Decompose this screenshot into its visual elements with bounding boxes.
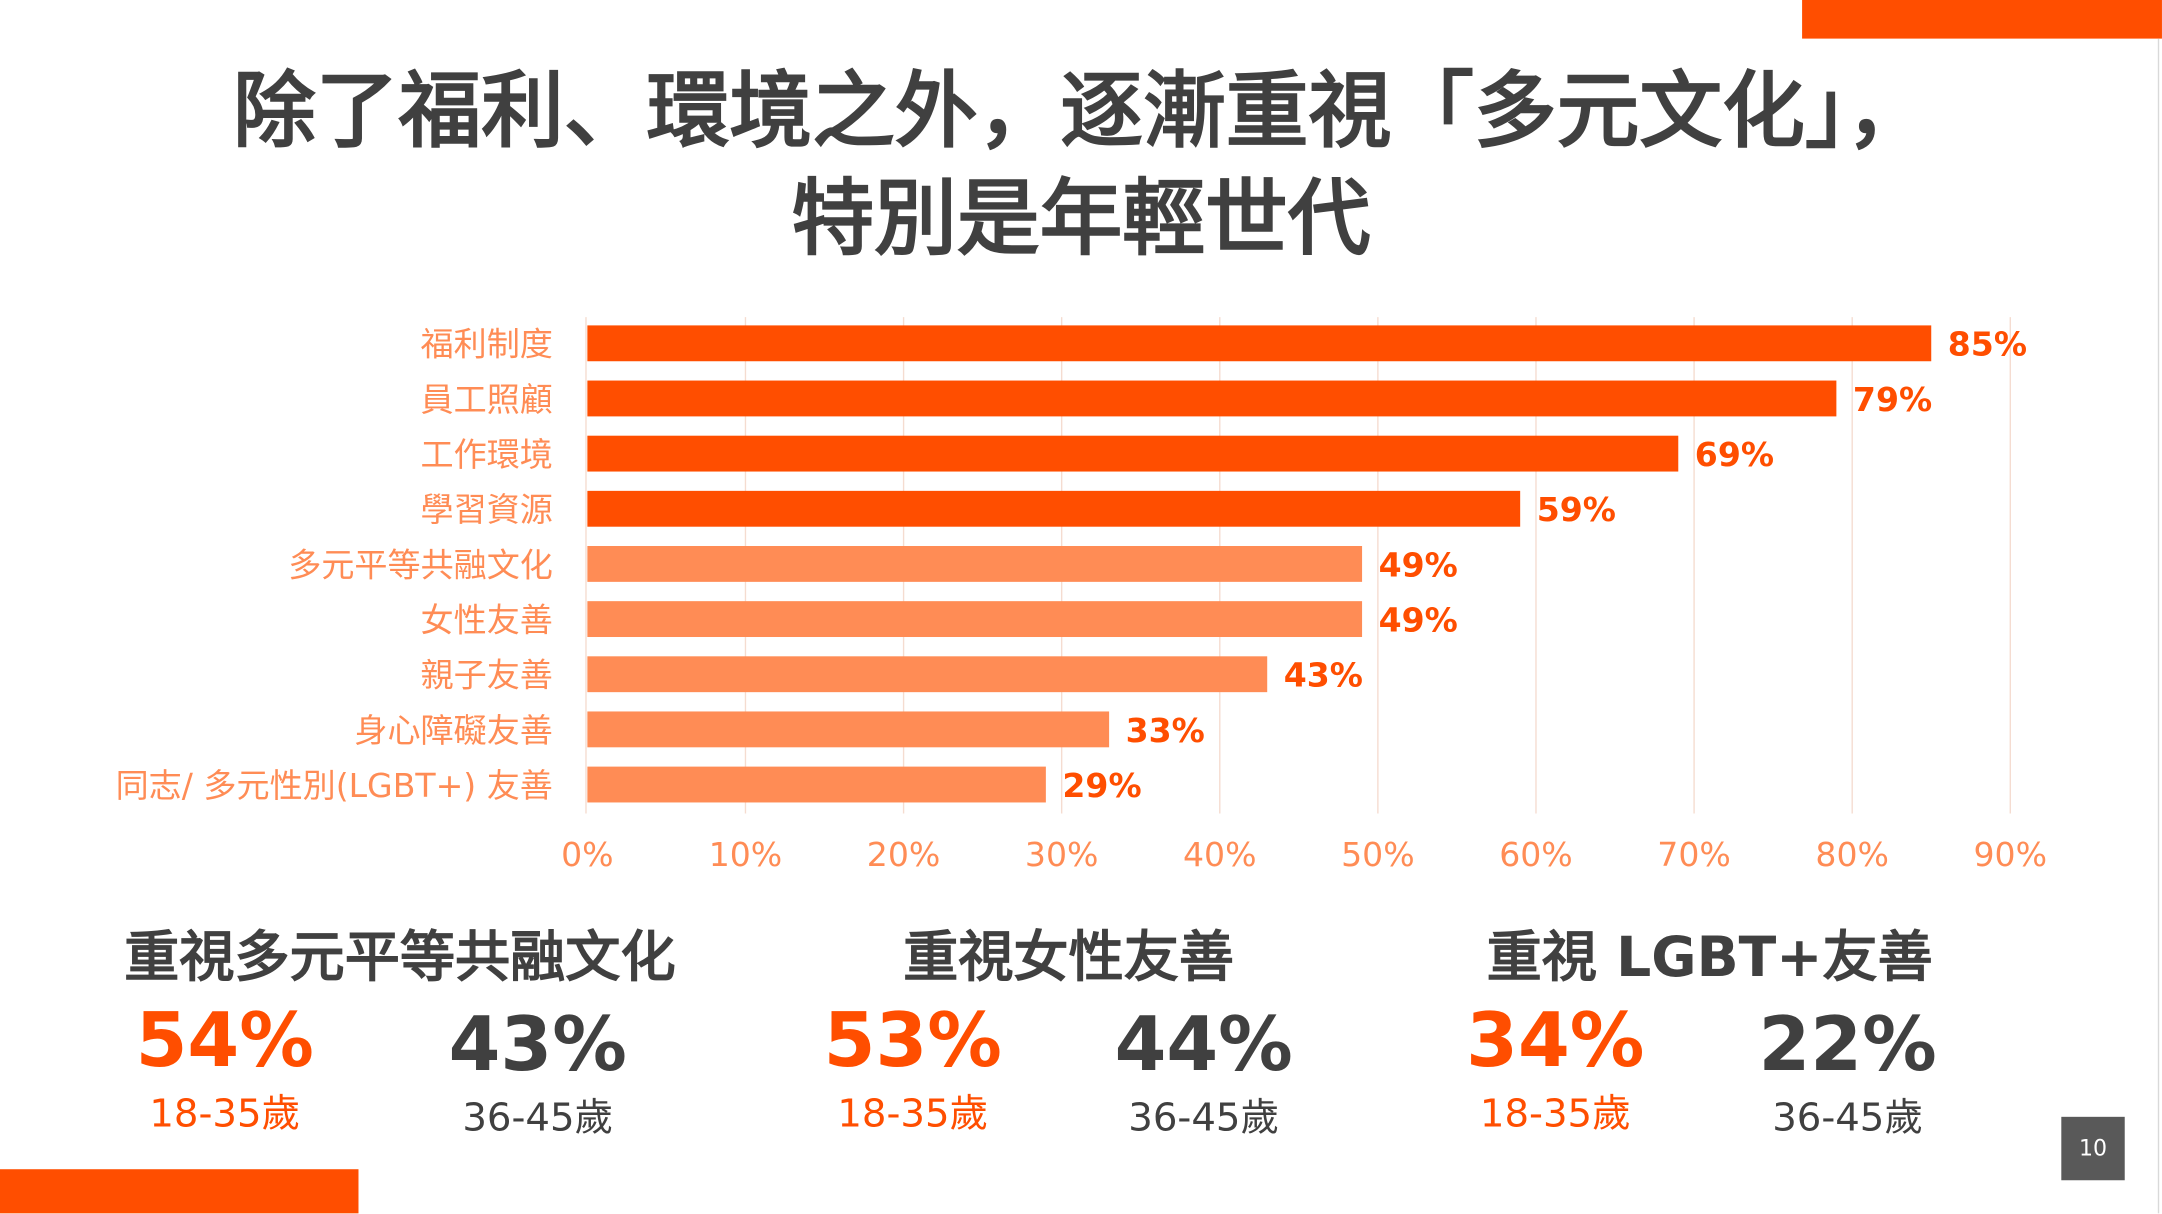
stat-older-value: 22% [1758,1001,1937,1088]
value-label: 59% [1537,490,1616,529]
x-tick-label: 80% [1815,835,1889,874]
value-label: 79% [1853,380,1932,419]
slide-title-line-2: 特別是年輕世代 [791,170,1371,268]
value-label: 49% [1379,545,1458,584]
value-label: 43% [1284,656,1363,695]
value-label: 29% [1062,766,1141,805]
stat-young-label: 18-35歲 [149,1090,301,1137]
category-label: 同志/ 多元性別(LGBT+) 友善 [116,766,553,805]
bar [587,766,1046,803]
stat-older-value: 44% [1114,1001,1293,1088]
category-label: 親子友善 [421,656,553,695]
category-label: 福利制度 [421,325,553,364]
category-label: 員工照顧 [421,380,553,419]
x-tick-label: 10% [709,835,783,874]
x-tick-label: 30% [1025,835,1099,874]
x-tick-label: 40% [1183,835,1257,874]
value-label: 69% [1695,435,1774,474]
bar [587,546,1363,582]
category-label: 學習資源 [421,490,553,529]
bar [587,711,1110,748]
stat-young-value: 34% [1466,996,1645,1084]
right-edge-line [2157,38,2160,1214]
stat-older-label: 36-45歲 [462,1094,614,1141]
bar [587,380,1837,417]
stat-heading: 重視多元平等共融文化 [124,926,676,990]
value-label: 33% [1126,711,1205,750]
x-tick-label: 0% [561,835,613,874]
top-accent-bar [1802,0,2162,39]
stat-heading: 重視 LGBT+友善 [1486,926,1933,990]
value-label: 85% [1948,325,2027,364]
stat-older-label: 36-45歲 [1772,1094,1923,1141]
page-number: 10 [2078,1134,2108,1161]
x-tick-label: 50% [1341,835,1415,874]
slide-title-line-1: 除了福利、環境之外，逐漸重視「多元文化」， [233,63,1929,160]
stat-young-label: 18-35歲 [837,1090,989,1137]
bar-chart: 0% 10% 20% 30% 40% 50% 60% 70% 80% 90% 福利制度 85% 員工照顧… [116,317,2048,874]
bar [587,601,1363,638]
x-tick-label: 70% [1657,835,1731,874]
stat-young-value: 53% [823,996,1002,1084]
category-label: 身心障礙友善 [354,711,552,750]
category-label: 多元平等共融文化 [288,545,553,584]
stat-older-value: 43% [448,1001,627,1088]
category-label: 女性友善 [421,600,553,639]
bar [587,325,1932,362]
bar [587,435,1679,472]
stat-young-label: 18-35歲 [1479,1090,1631,1137]
stat-heading: 重視女性友善 [903,926,1235,990]
page-number-box: 10 [2061,1116,2125,1181]
bar [587,490,1521,527]
x-tick-label: 60% [1499,835,1573,874]
stat-young-value: 54% [135,996,314,1084]
value-label: 49% [1379,600,1458,639]
category-label: 工作環境 [421,435,553,474]
stat-older-label: 36-45歲 [1128,1094,1280,1141]
x-tick-label: 90% [1974,835,2048,874]
x-tick-label: 20% [867,835,941,874]
bottom-accent-bar [0,1169,359,1214]
bar [587,656,1268,693]
